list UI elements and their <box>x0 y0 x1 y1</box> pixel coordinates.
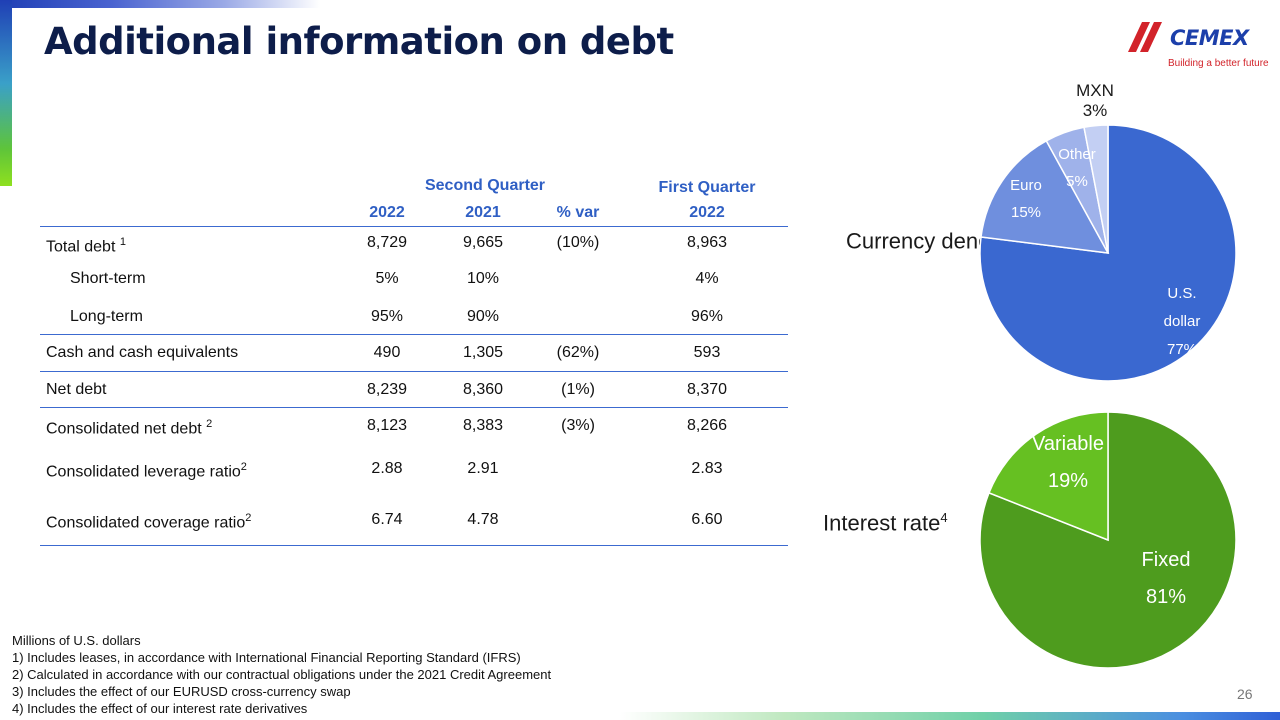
table-cell: 8,729 <box>366 234 408 251</box>
table-rule <box>40 407 788 408</box>
table-cell: 2.88 <box>371 460 403 477</box>
footnotes: Millions of U.S. dollars 1) Includes lea… <box>12 632 551 717</box>
table-cell: 6.60 <box>691 511 723 528</box>
row-label-coverage-ratio: Consolidated coverage ratio2 <box>46 512 252 532</box>
pie-category-label: U.S. <box>1167 285 1196 302</box>
interest-pie-chart: Fixed 81% Variable 19% <box>979 411 1237 669</box>
bottom-accent-bar <box>620 712 1280 720</box>
page-title: Additional information on debt <box>44 20 674 63</box>
table-rule <box>40 334 788 335</box>
table-cell: 96% <box>690 308 724 325</box>
table-cell: 95% <box>370 308 404 325</box>
table-cell: 6.74 <box>371 511 403 528</box>
table-cell: 4.78 <box>467 511 499 528</box>
table-cell: (62%) <box>556 344 600 361</box>
table-cell: 90% <box>466 308 500 325</box>
table-cell: 8,383 <box>462 417 504 434</box>
table-cell: 8,963 <box>686 234 728 251</box>
table-cell: 490 <box>373 344 401 361</box>
pie-category-label: Variable <box>1032 433 1104 455</box>
pie-value-label: 19% <box>1048 470 1088 492</box>
col-header-2021: 2021 <box>465 204 501 221</box>
pie-slice-variable <box>988 411 1109 542</box>
footnote: 3) Includes the effect of our EURUSD cro… <box>12 684 351 699</box>
pie-category-label: MXN <box>1076 81 1114 100</box>
table-cell: 8,123 <box>366 417 408 434</box>
pie-slice-u-s-dollar <box>979 124 1237 382</box>
row-label-short-term: Short-term <box>70 270 146 287</box>
row-label-leverage-ratio: Consolidated leverage ratio2 <box>46 461 247 481</box>
pie-category-label: Fixed <box>1142 549 1191 571</box>
table-rule <box>40 226 788 227</box>
row-label-cash: Cash and cash equivalents <box>46 344 239 361</box>
col-header-q1-2022: 2022 <box>689 204 725 221</box>
row-label-net-debt: Net debt <box>46 381 107 398</box>
pie-category-label: Euro <box>1010 177 1042 194</box>
table-cell: 593 <box>693 344 721 361</box>
footnote: 1) Includes leases, in accordance with I… <box>12 650 521 665</box>
row-label-consolidated-net-debt: Consolidated net debt 2 <box>46 418 213 438</box>
pie-category-label: dollar <box>1164 313 1201 330</box>
col-header-2022: 2022 <box>369 204 405 221</box>
table-cell: 10% <box>466 270 500 287</box>
pie-slice-mxn <box>1083 124 1109 254</box>
footnote: Millions of U.S. dollars <box>12 633 141 648</box>
footnote: 4) Includes the effect of our interest r… <box>12 701 308 716</box>
pie-value-label: 3% <box>1083 101 1108 120</box>
table-cell: 2.91 <box>467 460 499 477</box>
footnote: 2) Calculated in accordance with our con… <box>12 667 552 682</box>
row-label-long-term: Long-term <box>70 308 143 325</box>
table-rule <box>40 545 788 546</box>
table-cell: 5% <box>375 270 399 287</box>
table-cell: 8,239 <box>366 381 408 398</box>
page-number: 26 <box>1237 686 1253 702</box>
top-accent-bar <box>0 0 320 8</box>
table-cell: 2.83 <box>691 460 723 477</box>
row-label-total-debt: Total debt 1 <box>46 236 126 256</box>
interest-chart-title: Interest rate4 <box>823 510 948 536</box>
pie-value-label: 15% <box>1011 204 1041 221</box>
cemex-logo: CEMEX Building a better future <box>1128 14 1269 74</box>
pie-category-label: Other <box>1058 146 1096 163</box>
cemex-logo-mark-icon <box>1128 22 1162 52</box>
table-cell: 8,370 <box>686 381 728 398</box>
pie-value-label: 77% <box>1167 341 1197 358</box>
header-second-quarter: Second Quarter <box>424 177 546 194</box>
logo-brand: CEMEX <box>1170 26 1249 50</box>
table-cell: 8,360 <box>462 381 504 398</box>
table-cell: 4% <box>695 270 719 287</box>
pie-slice-euro <box>980 139 1110 254</box>
table-cell: 9,665 <box>462 234 504 251</box>
header-first-quarter: First Quarter <box>658 179 756 196</box>
table-cell: (1%) <box>561 381 595 398</box>
pie-value-label: 81% <box>1146 586 1186 608</box>
col-header-var: % var <box>556 204 600 221</box>
table-rule <box>40 371 788 372</box>
table-cell: (3%) <box>561 417 595 434</box>
logo-tagline: Building a better future <box>1168 58 1269 69</box>
side-accent-bar <box>0 0 12 186</box>
table-cell: 1,305 <box>462 344 504 361</box>
table-cell: 8,266 <box>686 417 728 434</box>
table-cell: (10%) <box>556 234 600 251</box>
pie-value-label: 5% <box>1066 173 1088 190</box>
